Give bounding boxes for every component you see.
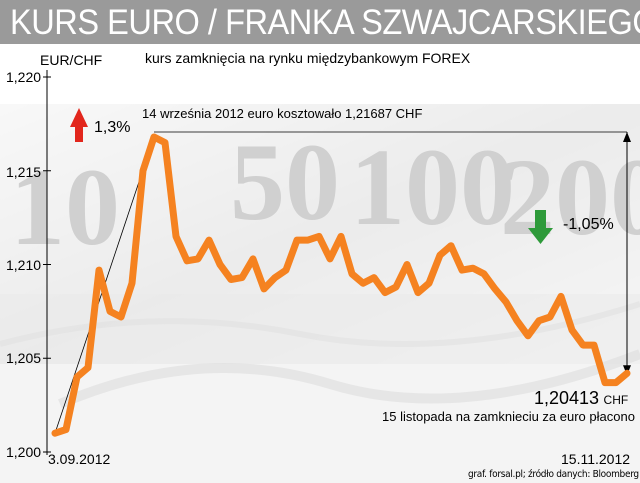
- arrow-down-icon: [528, 210, 553, 244]
- end-annotation: 15 listopada na zamknieciu za euro płaco…: [382, 409, 635, 424]
- svg-text:10: 10: [10, 146, 120, 268]
- title-bar: KURS EURO / FRANKA SZWAJCARSKIEGO: [0, 0, 640, 44]
- subtitle: kurs zamknięcia na rynku międzybankowym …: [145, 50, 471, 66]
- svg-text:50: 50: [230, 121, 340, 243]
- y-tick-label: 1,220: [6, 69, 42, 85]
- svg-text:200: 200: [500, 136, 640, 258]
- end-value: 1,20413 CHF: [534, 388, 628, 409]
- y-tick-label: 1,210: [6, 257, 42, 273]
- rise-percent: 1,3%: [94, 119, 131, 136]
- x-end-label: 15.11.2012: [561, 451, 631, 467]
- x-start-label: 3.09.2012: [48, 451, 111, 467]
- y-tick-label: 1,215: [6, 164, 42, 180]
- y-tick-label: 1,200: [6, 444, 42, 460]
- fall-percent: -1,05%: [563, 216, 614, 233]
- dimension-arrowhead-top: [623, 132, 631, 142]
- end-value-number: 1,20413: [534, 388, 600, 408]
- end-value-unit: CHF: [603, 393, 629, 407]
- source-note: graf. forsal.pl; źródło danych: Bloomber…: [468, 469, 639, 480]
- y-tick-label: 1,205: [6, 350, 42, 366]
- chart-title: KURS EURO / FRANKA SZWAJCARSKIEGO: [10, 3, 640, 42]
- svg-text:100: 100: [350, 126, 515, 248]
- peak-annotation: 14 września 2012 euro kosztowało 1,21687…: [142, 106, 423, 121]
- y-axis-label: EUR/CHF: [40, 52, 103, 68]
- arrow-up-icon: [70, 108, 88, 142]
